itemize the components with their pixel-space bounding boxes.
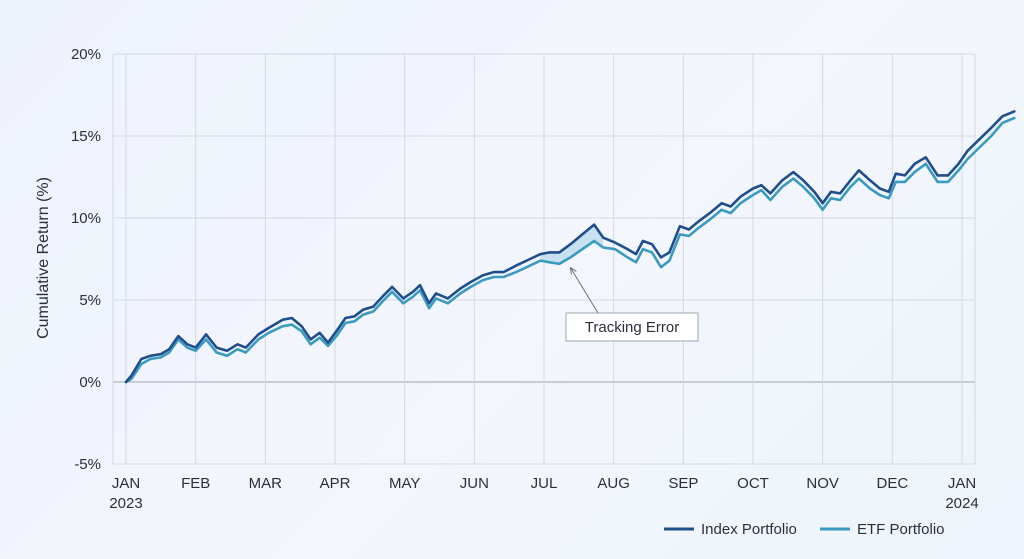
x-tick-label: JUN: [460, 475, 489, 492]
y-axis-label: Cumulative Return (%): [35, 177, 52, 339]
x-tick-label: FEB: [181, 475, 210, 492]
series-layer: [124, 110, 1016, 384]
x-axis-ticks: JAN 2023 FEB MAR APR MAY JUN JUL AUG SEP OCT NOV DEC…: [109, 475, 978, 512]
x-tick-label: DEC: [876, 475, 908, 492]
y-tick-label: 15%: [71, 128, 101, 145]
annotation-arrowhead: [569, 267, 577, 275]
x-tick-label: JAN: [112, 475, 140, 492]
x-tick-label: MAR: [249, 475, 283, 492]
x-tick-label: OCT: [737, 475, 769, 492]
y-tick-label: 5%: [79, 292, 101, 309]
y-axis-ticks: -5% 0% 5% 10% 15% 20%: [71, 46, 101, 473]
annotation-box: [565, 312, 699, 342]
x-tick-label: AUG: [597, 475, 630, 492]
legend-label: Index Portfolio: [701, 521, 797, 538]
x-tick-label: JAN: [948, 475, 976, 492]
y-tick-label: 10%: [71, 210, 101, 227]
x-tick-label: JUL: [531, 475, 558, 492]
y-tick-label: 20%: [71, 46, 101, 63]
chart-grid: [112, 53, 976, 465]
y-tick-label: 0%: [79, 374, 101, 391]
x-tick-label: APR: [320, 475, 351, 492]
legend: Index Portfolio ETF Portfolio: [664, 521, 945, 538]
x-tick-label: NOV: [806, 475, 839, 492]
annotation-leader-line: [569, 267, 599, 314]
y-tick-label: -5%: [74, 456, 101, 473]
annotation-label: Tracking Error: [585, 319, 679, 336]
series-line-etf-portfolio: [124, 116, 1016, 384]
x-tick-label: SEP: [668, 475, 698, 492]
tracking-error-annotation: Tracking Error: [565, 267, 699, 342]
x-tick-label: MAY: [389, 475, 420, 492]
series-line-index-portfolio: [124, 110, 1016, 384]
legend-label: ETF Portfolio: [857, 521, 945, 538]
x-tick-year-label: 2023: [109, 495, 142, 512]
x-tick-year-label: 2024: [945, 495, 978, 512]
